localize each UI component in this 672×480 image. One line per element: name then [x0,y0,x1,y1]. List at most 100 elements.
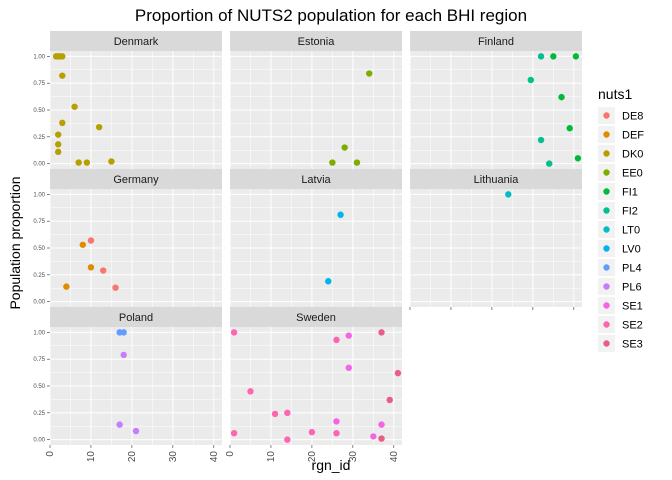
strip-sweden [230,307,402,327]
strip-estonia [230,31,402,51]
legend-label-se1: SE1 [622,301,643,313]
legend-title: nuts1 [598,86,632,102]
y-axis-title: Population proportion [7,176,23,309]
legend-label-se3: SE3 [622,339,643,351]
x-tick-label: 10 [86,451,97,463]
data-point-se3 [378,435,385,442]
panel-sweden: Sweden 0 10 20 30 40 [225,307,402,462]
legend-label-ee0: EE0 [622,168,643,180]
chart-title: Proportion of NUTS2 population for each … [135,6,527,25]
strip-label-germany: Germany [113,174,159,186]
data-point-fi1 [572,53,580,60]
data-point-pl4 [120,329,127,336]
panel-estonia: Estonia [229,31,402,169]
data-point-def [87,264,95,271]
y-tick-label: 0.75 [33,81,45,87]
strip-finland [410,31,582,51]
legend-label-fi2: FI2 [622,206,638,218]
data-point-pl6 [120,351,127,359]
x-tick-label: 20 [307,451,318,463]
legend-key-def [603,131,610,138]
data-point-lt0 [505,191,512,198]
data-point-se2 [271,410,279,418]
data-point-se2 [284,436,291,443]
legend-label-se2: SE2 [622,320,643,332]
y-tick-label: 1.00 [33,330,45,336]
y-tick-label: 1.00 [33,54,45,60]
data-point-se1 [345,332,352,339]
legend-key-pl6 [603,283,610,290]
data-point-ee0 [329,159,336,166]
legend-label-dk0: DK0 [622,149,643,161]
data-point-dk0 [71,103,78,110]
strip-germany [50,169,222,189]
data-point-fi1 [574,155,582,162]
data-point-ee0 [341,144,348,151]
data-point-fi1 [550,53,557,60]
y-tick-label: 0.50 [33,246,45,252]
data-point-lv0 [337,211,344,218]
x-tick-label: 0 [225,451,236,457]
x-tick-label: 30 [348,451,359,463]
panel-poland: Poland 0.00 0.25 0.50 0.75 1.00 0 10 20 30 40 [33,307,222,462]
data-point-se1 [333,418,340,425]
y-tick-label: 0.00 [33,300,45,306]
legend-key-lt0 [603,226,610,233]
data-point-se3 [386,396,393,404]
x-tick-label: 40 [389,451,400,463]
data-point-pl6 [132,427,140,435]
strip-label-latvia: Latvia [301,174,331,186]
x-tick-label: 10 [266,451,277,463]
facet-panels: Denmark 0.00 0.25 0.50 0.75 1.00 Estonia Finlan… [33,31,582,462]
data-point-fi2 [537,53,545,60]
x-axis-title: rgn_id [312,457,351,473]
data-point-dk0 [75,159,82,166]
x-tick-label: 30 [168,451,179,463]
x-tick-label: 0 [45,451,56,457]
legend-key-se1 [603,302,610,309]
data-point-dk0 [95,123,103,131]
legend-label-pl4: PL4 [622,263,642,275]
y-tick-label: 0.25 [33,273,45,279]
data-point-fi2 [527,76,535,84]
legend-key-se2 [603,321,610,328]
data-point-dk0 [54,148,62,156]
strip-label-poland: Poland [119,312,153,324]
y-tick-label: 0.25 [33,135,45,141]
data-point-lv0 [325,278,332,285]
data-point-se3 [394,369,402,377]
strip-label-finland: Finland [478,36,514,48]
data-point-se1 [345,364,352,371]
data-point-ee0 [353,159,361,166]
data-point-pl6 [116,421,123,428]
panel-latvia: Latvia [229,169,402,307]
legend-key-se3 [603,340,610,347]
legend-label-lt0: LT0 [622,225,640,237]
y-tick-label: 0.00 [33,438,45,444]
y-tick-label: 0.50 [33,384,45,390]
data-point-se1 [378,421,385,428]
data-point-se2 [333,336,340,344]
x-tick-label: 20 [127,451,138,463]
data-point-se1 [370,433,377,440]
data-point-fi2 [546,160,553,167]
legend-key-ee0 [603,169,610,176]
panel-denmark: Denmark 0.00 0.25 0.50 0.75 1.00 [33,31,222,169]
y-tick-label: 0.75 [33,357,45,363]
y-tick-label: 0.50 [33,108,45,114]
strip-lithuania [410,169,582,189]
data-point-fi1 [566,125,573,132]
data-point-de8 [112,284,119,291]
data-point-dk0 [59,72,66,79]
data-point-se2 [230,430,238,437]
y-tick-label: 0.25 [33,411,45,417]
data-point-de8 [100,267,107,274]
legend-key-lv0 [603,245,610,252]
data-point-se2 [230,329,238,336]
data-point-def [79,241,86,248]
strip-poland [50,307,222,327]
legend-key-dk0 [603,150,610,157]
data-point-ee0 [366,70,373,77]
data-point-dk0 [59,119,66,127]
